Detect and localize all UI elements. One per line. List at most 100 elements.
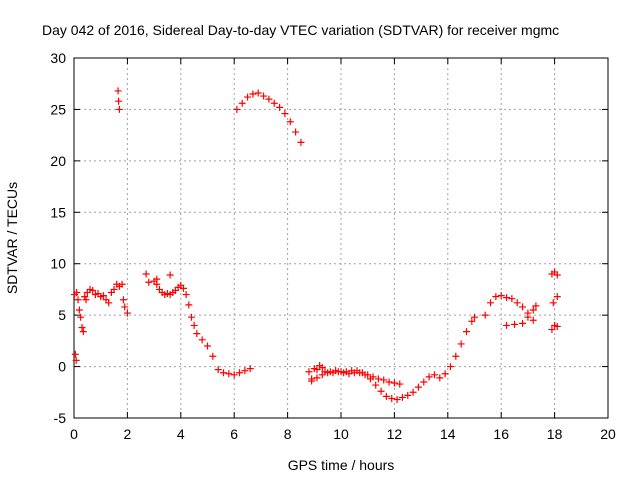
data-point	[225, 370, 233, 378]
x-tick-label: 4	[177, 426, 185, 442]
y-tick-labels: -5 0 5 10 15 20 25 30	[50, 50, 66, 426]
data-point	[398, 393, 406, 401]
x-tick-label: 12	[387, 426, 403, 442]
data-point	[441, 370, 449, 378]
data-point	[281, 110, 289, 118]
data-point	[425, 373, 433, 381]
plot-frame	[73, 57, 609, 419]
y-tick-label: 20	[50, 153, 66, 169]
data-point	[254, 89, 262, 97]
data-point	[519, 303, 527, 311]
data-point	[553, 293, 561, 301]
data-point	[503, 321, 511, 329]
data-point	[220, 369, 228, 377]
data-point	[529, 306, 537, 314]
x-tick-label: 8	[284, 426, 292, 442]
data-point	[385, 378, 393, 386]
data-point	[292, 128, 300, 136]
data-point	[265, 95, 273, 103]
y-tick-label: 10	[50, 256, 66, 272]
data-point	[121, 303, 129, 311]
x-tick-label: 10	[333, 426, 349, 442]
data-point	[73, 289, 81, 297]
data-point	[481, 311, 489, 319]
data-point	[114, 87, 122, 95]
data-point	[430, 371, 438, 379]
data-point	[553, 322, 561, 330]
data-point	[276, 103, 284, 111]
data-point	[249, 90, 257, 98]
y-tick-label: 15	[50, 204, 66, 220]
data-point	[318, 371, 326, 379]
x-tick-label: 6	[230, 426, 238, 442]
data-point	[82, 296, 90, 304]
data-point	[297, 138, 305, 146]
data-point	[190, 321, 198, 329]
data-point	[214, 366, 222, 374]
data-point	[462, 328, 470, 336]
data-point	[236, 369, 244, 377]
data-point	[382, 392, 390, 400]
data-point	[145, 278, 153, 286]
data-point	[468, 317, 476, 325]
data-point	[446, 363, 454, 371]
data-point	[492, 293, 500, 301]
data-point	[318, 364, 326, 372]
data-point	[209, 352, 217, 360]
data-point	[286, 118, 294, 126]
data-point	[452, 352, 460, 360]
y-tick-label: 30	[50, 50, 66, 66]
x-tick-label: 16	[493, 426, 509, 442]
data-point	[166, 271, 174, 279]
data-point	[549, 299, 557, 307]
data-point	[553, 271, 561, 279]
data-point	[366, 375, 374, 383]
data-point	[99, 292, 107, 300]
data-point	[374, 375, 382, 383]
data-point	[308, 377, 316, 385]
data-point	[241, 367, 249, 375]
data-point	[115, 97, 123, 105]
y-axis-label: SDTVAR / TECUs	[4, 182, 20, 294]
data-point	[393, 395, 401, 403]
y-tick-label: 25	[50, 101, 66, 117]
data-point	[153, 275, 161, 283]
x-tick-label: 20	[600, 426, 616, 442]
data-point	[414, 383, 422, 391]
y-tick-label: 5	[58, 307, 66, 323]
data-point	[313, 366, 321, 374]
x-tick-label: 0	[70, 426, 78, 442]
data-point	[233, 105, 241, 113]
y-tick-label: 0	[58, 359, 66, 375]
data-point	[471, 313, 478, 321]
x-tick-label: 14	[440, 426, 456, 442]
data-point	[75, 306, 83, 314]
data-point	[77, 313, 85, 321]
data-point	[179, 284, 187, 292]
x-tick-label: 18	[547, 426, 563, 442]
data-point	[230, 371, 238, 379]
data-point	[270, 99, 278, 107]
data-point	[487, 299, 495, 307]
data-point	[119, 296, 127, 304]
data-point	[372, 381, 380, 389]
data-point	[72, 356, 80, 364]
data-point	[513, 299, 521, 307]
data-point	[71, 350, 79, 358]
data-point	[204, 342, 211, 350]
data-point	[409, 388, 417, 396]
data-point	[524, 313, 532, 321]
x-tick-label: 2	[124, 426, 132, 442]
data-point	[123, 309, 131, 317]
data-point	[548, 326, 556, 334]
data-point	[244, 93, 252, 101]
data-point	[503, 294, 511, 302]
data-point	[377, 387, 385, 395]
data-point	[305, 368, 313, 376]
data-point	[457, 340, 465, 348]
data-point	[185, 301, 193, 309]
data-point	[142, 270, 150, 278]
data-point	[329, 369, 337, 377]
